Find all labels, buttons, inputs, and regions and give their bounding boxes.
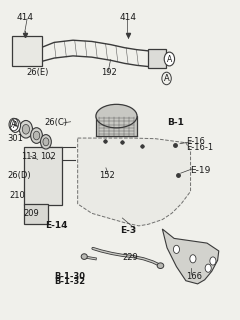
Text: A: A (164, 74, 169, 83)
Text: A: A (13, 121, 18, 130)
Text: E-3: E-3 (120, 226, 136, 235)
Circle shape (164, 52, 174, 66)
Text: 152: 152 (99, 171, 114, 180)
Circle shape (210, 257, 216, 265)
Ellipse shape (96, 104, 137, 128)
Text: 102: 102 (40, 152, 56, 161)
Text: E-19: E-19 (191, 165, 211, 174)
Polygon shape (162, 229, 219, 284)
Bar (148, 49, 166, 68)
Text: A: A (11, 120, 17, 129)
Text: 210: 210 (9, 191, 25, 200)
Bar (12, 36, 42, 66)
Text: B-1-32: B-1-32 (54, 277, 85, 286)
Text: 301: 301 (7, 134, 23, 143)
Text: E-16-1: E-16-1 (186, 143, 213, 152)
Circle shape (41, 135, 51, 149)
Text: 166: 166 (186, 272, 202, 281)
Ellipse shape (157, 263, 164, 268)
Circle shape (173, 245, 180, 253)
Circle shape (190, 255, 196, 263)
Bar (24, 148, 62, 205)
Text: B-1: B-1 (167, 118, 184, 127)
Text: 26(D): 26(D) (7, 171, 31, 180)
Text: 414: 414 (120, 13, 137, 22)
Polygon shape (78, 138, 191, 226)
Circle shape (43, 138, 49, 146)
Text: A: A (167, 54, 172, 64)
Circle shape (22, 124, 30, 134)
Text: 113: 113 (21, 152, 37, 161)
Text: 26(C): 26(C) (45, 118, 68, 127)
Text: 192: 192 (101, 68, 117, 77)
Text: 26(E): 26(E) (26, 68, 48, 77)
Circle shape (19, 121, 32, 138)
Text: E-16: E-16 (186, 137, 205, 146)
Text: 229: 229 (122, 253, 138, 262)
Text: 209: 209 (24, 209, 39, 219)
Circle shape (31, 128, 42, 143)
Ellipse shape (81, 254, 87, 260)
Circle shape (10, 119, 20, 132)
Text: E-14: E-14 (45, 221, 67, 230)
Circle shape (33, 131, 40, 140)
Text: B-1-30: B-1-30 (54, 272, 85, 281)
Text: 414: 414 (17, 13, 34, 22)
Circle shape (205, 264, 211, 272)
Bar (96, 116, 137, 136)
Bar (24, 204, 48, 224)
